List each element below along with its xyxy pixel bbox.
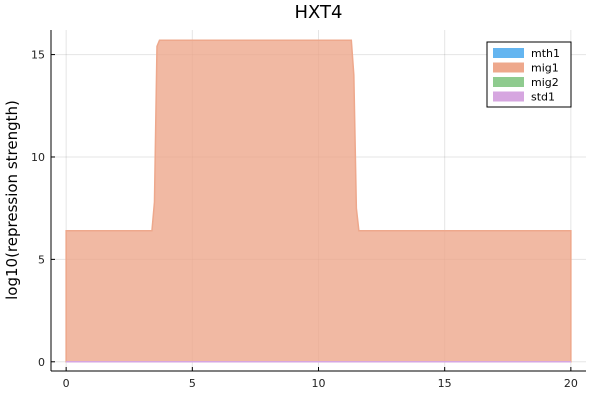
y-tick-label: 10 [31, 151, 45, 164]
legend-swatch-mig1 [493, 62, 524, 73]
x-tick-label: 15 [438, 377, 452, 390]
x-tick-label: 10 [312, 377, 326, 390]
legend-label-mth1: mth1 [531, 47, 560, 60]
ticks: 0 5 10 15 20 0 5 10 15 [31, 49, 578, 390]
y-tick-label: 0 [38, 356, 45, 369]
chart-title: HXT4 [295, 2, 343, 23]
x-tick-label: 20 [564, 377, 578, 390]
x-tick-label: 5 [189, 377, 196, 390]
legend-label-std1: std1 [531, 91, 555, 104]
legend-swatch-std1 [493, 91, 524, 102]
y-tick-label: 15 [31, 49, 45, 62]
legend-label-mig2: mig2 [531, 76, 559, 89]
x-tick-label: 0 [63, 377, 70, 390]
area-mig1 [65, 39, 572, 363]
legend-label-mig1: mig1 [531, 62, 559, 75]
legend-swatch-mig2 [493, 77, 524, 87]
y-axis-title: log10(repression strength) [3, 100, 21, 300]
legend-swatch-mth1 [493, 48, 524, 58]
y-tick-label: 5 [38, 253, 45, 266]
plot-areas [65, 39, 572, 363]
